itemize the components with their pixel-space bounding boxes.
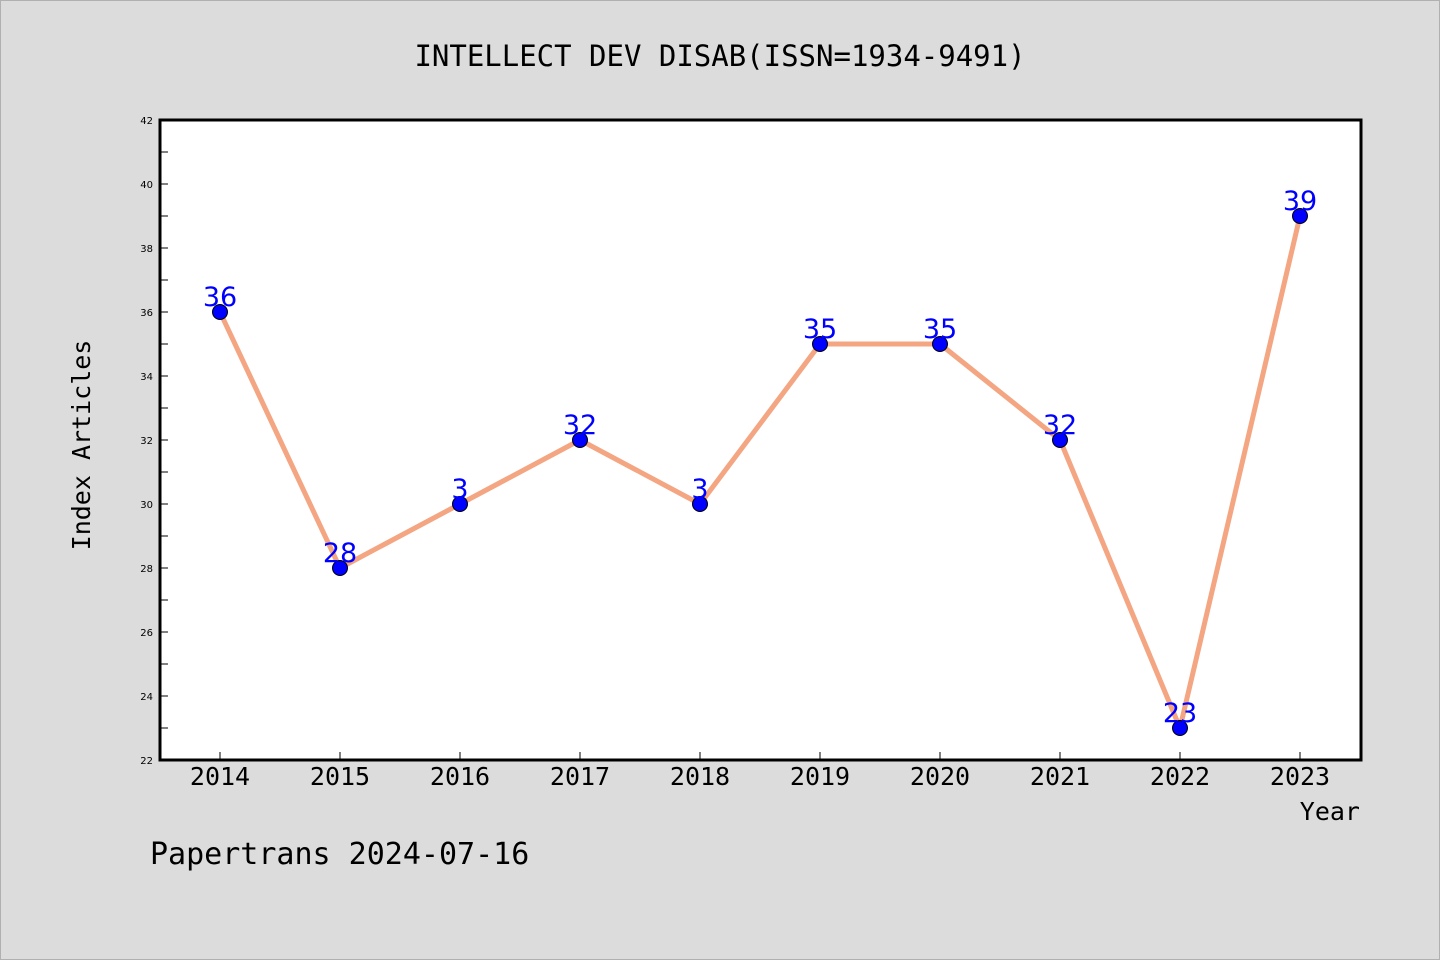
x-tick-label: 2018: [670, 762, 730, 791]
data-point-marker: [572, 432, 588, 448]
x-axis-label: Year: [1300, 797, 1360, 826]
y-tick-label: 38: [140, 244, 153, 255]
data-label: 32: [1043, 410, 1077, 441]
data-point-marker: [452, 496, 468, 512]
x-tick-label: 2019: [790, 762, 850, 791]
data-point-marker: [1292, 208, 1308, 224]
data-point-marker: [1052, 432, 1068, 448]
y-tick-label: 42: [140, 116, 153, 127]
data-label: 32: [563, 410, 597, 441]
y-tick-label: 40: [140, 180, 153, 191]
y-tick-label: 32: [140, 436, 153, 447]
x-tick-label: 2016: [430, 762, 490, 791]
y-tick-label: 34: [140, 372, 153, 383]
y-axis: 22 24 26 28 30 32 34 36 38 40 42: [140, 116, 168, 767]
data-point-marker: [812, 336, 828, 352]
series-line-group: [217, 213, 1303, 731]
data-markers: [212, 208, 1308, 736]
data-point-marker: [692, 496, 708, 512]
y-axis-label: Index Articles: [67, 340, 96, 551]
data-label: 23: [1163, 698, 1197, 729]
y-tick-label: 28: [140, 564, 153, 575]
series-line: [217, 213, 1303, 731]
chart-title: INTELLECT DEV DISAB(ISSN=1934-9491): [414, 39, 1025, 73]
data-label: 3: [691, 474, 708, 505]
data-label: 3: [451, 474, 468, 505]
x-tick-label: 2021: [1030, 762, 1090, 791]
y-tick-label: 22: [140, 756, 153, 767]
x-tick-label: 2017: [550, 762, 610, 791]
data-point-marker: [212, 304, 228, 320]
data-label: 39: [1283, 186, 1317, 217]
footer-credit: Papertrans 2024-07-16: [150, 837, 529, 872]
y-tick-label: 26: [140, 628, 153, 639]
data-label: 35: [803, 314, 837, 345]
data-point-marker: [1172, 720, 1188, 736]
x-axis: 2014 2015 2016 2017 2018 2019 2020 2021 2022 2023: [190, 752, 1330, 791]
data-point-marker: [332, 560, 348, 576]
x-tick-label: 2022: [1150, 762, 1210, 791]
data-label: 36: [203, 282, 237, 313]
plot-area: [158, 118, 1363, 762]
y-tick-label: 30: [140, 500, 153, 511]
y-tick-label: 36: [140, 308, 153, 319]
x-tick-label: 2014: [190, 762, 250, 791]
x-tick-label: 2023: [1270, 762, 1330, 791]
data-labels: 36 28 3 32 3 35 35 32 23 39: [203, 186, 1317, 729]
data-label: 28: [323, 538, 357, 569]
data-point-marker: [932, 336, 948, 352]
y-tick-label: 24: [140, 692, 153, 703]
data-label: 35: [923, 314, 957, 345]
x-tick-label: 2015: [310, 762, 370, 791]
x-tick-label: 2020: [910, 762, 970, 791]
